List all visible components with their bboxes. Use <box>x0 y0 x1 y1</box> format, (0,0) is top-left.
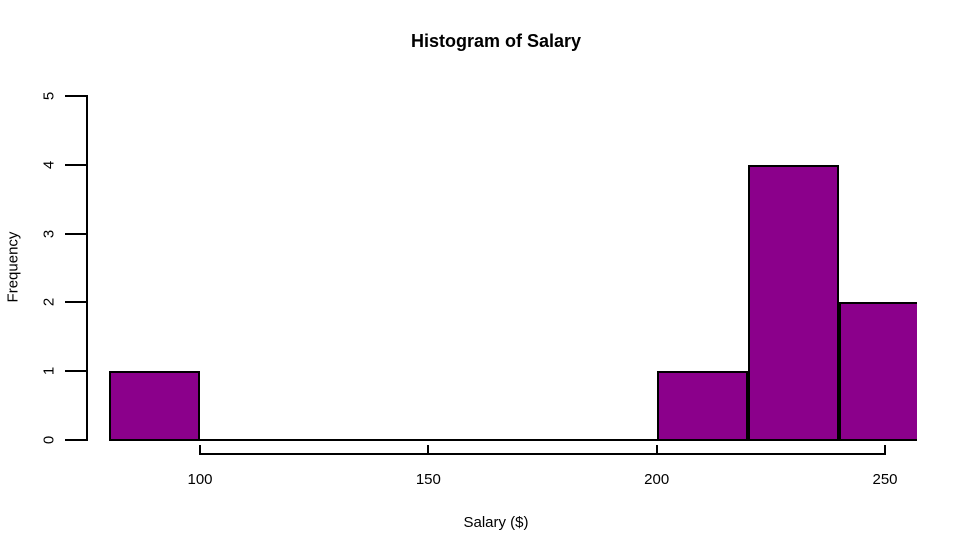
x-axis-tick <box>199 445 201 455</box>
y-axis-tick-label: 0 <box>40 435 58 445</box>
histogram-bar <box>748 164 840 441</box>
y-axis-tick-label: 1 <box>40 367 58 376</box>
y-axis-tick <box>65 370 86 373</box>
x-axis-tick-label: 250 <box>872 471 898 488</box>
x-axis-tick-label: 200 <box>644 471 670 488</box>
y-axis-title: Frequency <box>4 231 22 303</box>
x-axis-tick <box>427 445 430 455</box>
y-axis-tick-label: 5 <box>40 91 58 101</box>
y-axis-tick-label: 4 <box>40 160 58 169</box>
x-axis-tick <box>655 445 658 455</box>
y-axis-tick <box>65 232 86 235</box>
x-axis-title: Salary ($) <box>463 514 529 531</box>
x-axis-tick <box>884 445 886 455</box>
x-axis-tick-label: 100 <box>187 471 213 488</box>
chart-title: Histogram of Salary <box>410 31 582 51</box>
histogram-zero-baseline <box>108 439 917 441</box>
x-axis-line <box>199 453 886 455</box>
y-axis-tick-label: 2 <box>40 298 58 307</box>
plot-area <box>108 164 917 441</box>
y-axis-tick <box>65 95 86 97</box>
y-axis-tick <box>65 439 86 441</box>
y-axis-tick-label: 3 <box>40 229 58 238</box>
y-axis-line <box>86 95 88 441</box>
y-axis-tick <box>65 163 86 166</box>
histogram-bar <box>108 371 200 441</box>
histogram-bar <box>839 302 917 441</box>
y-axis-tick <box>65 301 86 304</box>
histogram-bar <box>656 371 748 441</box>
x-axis-tick-label: 150 <box>415 471 441 488</box>
